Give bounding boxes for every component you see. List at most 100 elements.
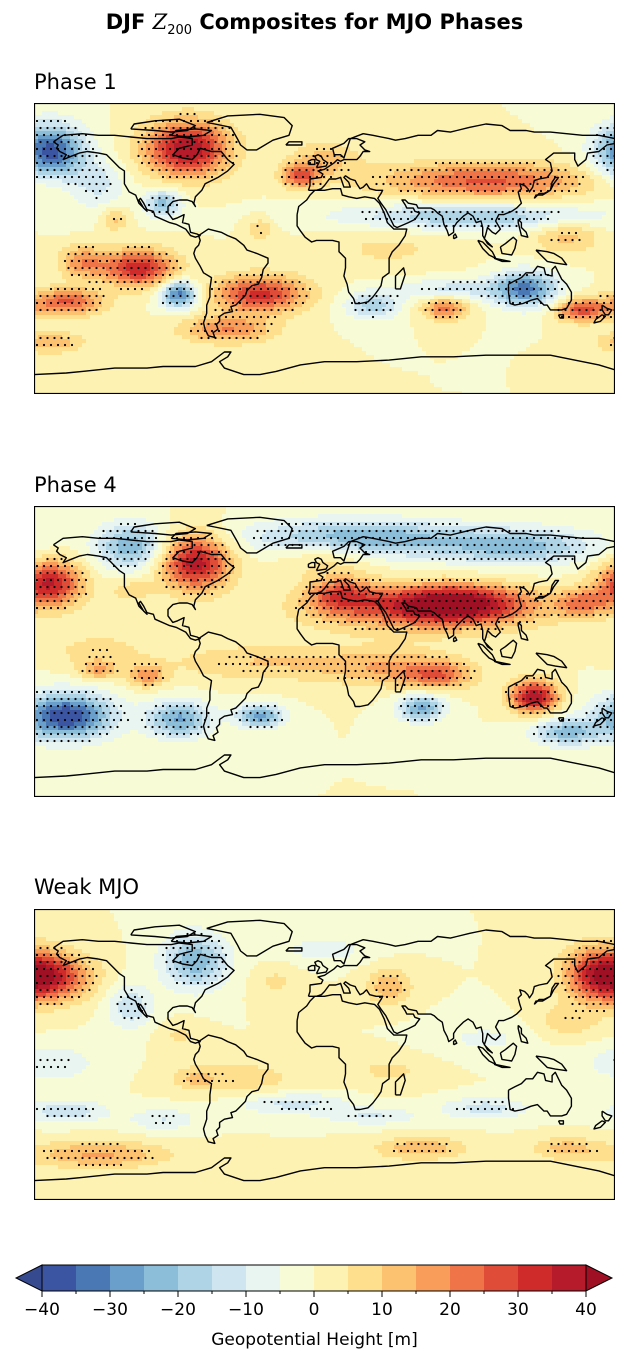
- map-phase-4: [34, 506, 615, 797]
- colorbar-tick-label: −10: [228, 1300, 264, 1320]
- coastline: [307, 123, 615, 248]
- colorbar-swatch: [450, 1265, 485, 1291]
- coastline: [507, 265, 573, 311]
- coastline: [394, 1073, 406, 1096]
- coastline: [452, 233, 458, 240]
- coastline: [499, 639, 518, 659]
- coastline: [601, 707, 613, 719]
- colorbar-swatch: [178, 1265, 213, 1291]
- coastline: [53, 133, 235, 238]
- coastline: [499, 236, 518, 256]
- title-symbol: Z: [153, 10, 168, 34]
- colorbar: −40 −30 −20 −10 0 10 20 30 40: [14, 1262, 614, 1362]
- colorbar-swatch: [314, 1265, 349, 1291]
- map-frame: [34, 103, 615, 394]
- coastline: [507, 1071, 573, 1117]
- coastline: [307, 526, 615, 651]
- coastline: [34, 754, 615, 779]
- coastline: [601, 304, 613, 316]
- figure-title: DJF Z200 Composites for MJO Phases: [0, 10, 629, 38]
- coastline: [307, 929, 615, 1054]
- anomaly-field: [34, 506, 615, 797]
- colorbar-swatch: [76, 1265, 111, 1291]
- coastline: [314, 154, 329, 169]
- coastline: [206, 919, 293, 957]
- coastline: [193, 631, 269, 742]
- coastline: [130, 521, 197, 536]
- map-phase-1: [34, 103, 615, 394]
- coastline: [314, 557, 329, 572]
- panel-title-phase-1: Phase 1: [34, 70, 117, 94]
- title-subscript: 200: [167, 23, 192, 38]
- coastline: [170, 934, 213, 944]
- colorbar-swatch: [280, 1265, 315, 1291]
- coastline: [34, 1157, 615, 1182]
- anomaly-field: [34, 909, 615, 1200]
- colorbar-tick-label: −40: [24, 1300, 60, 1320]
- colorbar-tick-label: 10: [371, 1300, 393, 1320]
- coastlines: [34, 113, 615, 376]
- colorbar-swatch: [484, 1265, 519, 1291]
- colorbar-tick-label: 20: [439, 1300, 461, 1320]
- coastline: [535, 652, 568, 669]
- coastline: [493, 660, 511, 666]
- colorbar-extend-max: [585, 1264, 614, 1292]
- colorbar-tick-label: −30: [92, 1300, 128, 1320]
- coastline: [296, 188, 408, 305]
- coastline: [535, 249, 568, 266]
- coastline: [285, 141, 303, 146]
- coastline: [307, 561, 316, 569]
- coastline: [206, 516, 293, 554]
- colorbar-tick-label: 30: [507, 1300, 529, 1320]
- coastline: [533, 176, 560, 199]
- colorbar-tick-label: 40: [575, 1300, 597, 1320]
- coastline: [517, 621, 529, 641]
- coastline: [170, 128, 213, 138]
- colorbar-swatch: [42, 1265, 77, 1291]
- coastline: [193, 1034, 269, 1145]
- colorbar-extend-min: [14, 1264, 43, 1292]
- colorbar-swatch: [552, 1265, 587, 1291]
- colorbar-swatch: [144, 1265, 179, 1291]
- colorbar-tick-label: 0: [309, 1300, 320, 1320]
- coastlines: [34, 516, 615, 779]
- coastline: [285, 544, 303, 549]
- map-weak-mjo: [34, 909, 615, 1200]
- coastline: [533, 982, 560, 1005]
- significance-stipple: [35, 522, 615, 743]
- coastline: [593, 717, 606, 727]
- coastline: [499, 1042, 518, 1062]
- colorbar-swatch: [246, 1265, 281, 1291]
- coastline: [493, 1063, 511, 1069]
- coastline: [394, 670, 406, 693]
- coastline: [34, 351, 615, 376]
- coastline: [394, 267, 406, 290]
- coastline: [170, 531, 213, 541]
- colorbar-swatch: [382, 1265, 417, 1291]
- coastline: [517, 218, 529, 238]
- coastline: [53, 536, 235, 641]
- coastlines: [34, 919, 615, 1182]
- panel-title-weak-mjo: Weak MJO: [34, 875, 139, 899]
- coastline: [452, 636, 458, 643]
- coastline: [130, 118, 197, 133]
- colorbar-swatch: [416, 1265, 451, 1291]
- coastline: [557, 717, 565, 722]
- coastline: [593, 1120, 606, 1130]
- coastline: [601, 1110, 613, 1122]
- coastline: [314, 960, 329, 975]
- coastline: [53, 939, 235, 1044]
- colorbar-swatch: [212, 1265, 247, 1291]
- title-suffix: Composites for MJO Phases: [199, 10, 523, 34]
- anomaly-field: [34, 103, 615, 394]
- colorbar-swatch: [518, 1265, 553, 1291]
- coastline: [296, 591, 408, 708]
- coastline: [206, 113, 293, 151]
- colorbar-swatch: [110, 1265, 145, 1291]
- panel-title-phase-4: Phase 4: [34, 473, 117, 497]
- coastline: [557, 1120, 565, 1125]
- coastline: [452, 1039, 458, 1046]
- coastline: [193, 228, 269, 339]
- map-frame: [34, 909, 615, 1200]
- coastline: [307, 158, 316, 166]
